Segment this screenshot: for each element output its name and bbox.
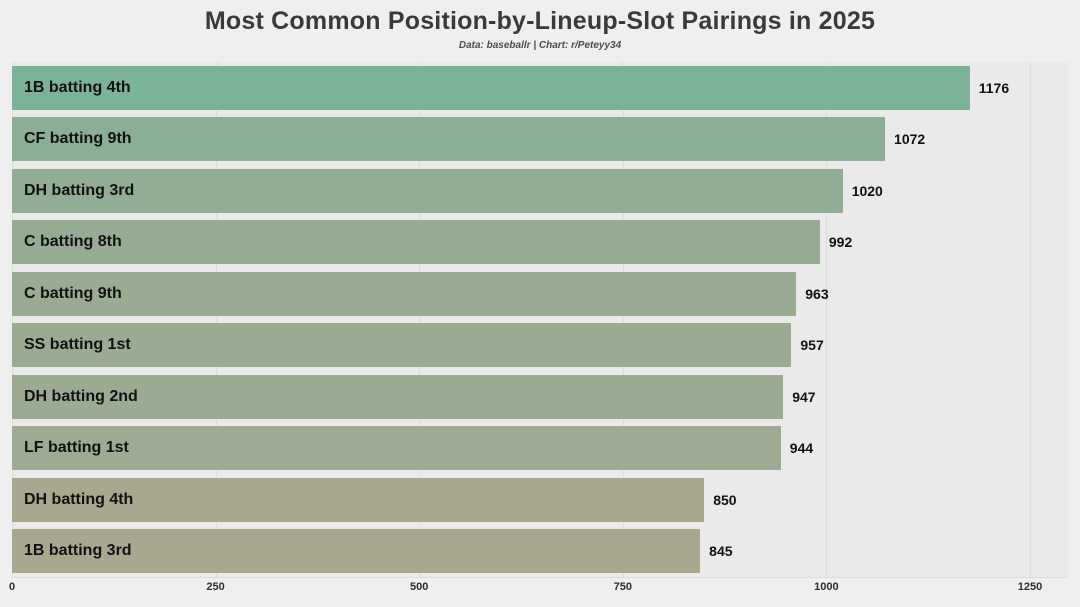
bar-row: CF batting 9th 1072: [12, 114, 1068, 166]
bar-value-label: 850: [713, 491, 737, 508]
bar-row: C batting 9th 963: [12, 268, 1068, 320]
bar-row: C batting 8th 992: [12, 217, 1068, 269]
bar: CF batting 9th: [12, 117, 886, 162]
bar-row: DH batting 3rd 1020: [12, 165, 1068, 217]
bar-row: 1B batting 3rd 845: [12, 526, 1068, 578]
bar-row: DH batting 4th 850: [12, 474, 1068, 526]
x-axis-tick-label: 1000: [814, 581, 839, 593]
bar-value-label: 944: [789, 440, 814, 457]
gridline-1000: [826, 62, 828, 577]
bar-row: SS batting 1st 957: [12, 320, 1068, 372]
bar-category-label: DH batting 2nd: [24, 387, 138, 405]
x-axis-tick-label: 500: [410, 581, 429, 593]
x-axis-tick-label: 0: [8, 581, 16, 593]
bar: C batting 8th: [12, 220, 820, 265]
x-axis: 0 250 500 750 1000 1250: [0, 581, 1080, 599]
bar-value-label: 992: [828, 234, 853, 251]
gridline-500: [419, 62, 421, 577]
bar-value-label: 845: [709, 543, 733, 560]
bar: LF batting 1st: [12, 426, 781, 471]
plot-area: 1B batting 4th 1176 CF batting 9th 1072 DH b…: [12, 62, 1068, 578]
bar: C batting 9th: [12, 271, 797, 316]
bar: DH batting 4th: [12, 477, 705, 522]
bar: DH batting 2nd: [12, 374, 784, 419]
bar: DH batting 3rd: [12, 168, 843, 213]
bar-row: DH batting 2nd 947: [12, 371, 1068, 423]
bar-value-label: 1072: [894, 131, 926, 148]
gridline-1250: [1030, 62, 1031, 577]
bar-category-label: SS batting 1st: [24, 336, 131, 354]
x-axis-tick-label: 1250: [1017, 581, 1043, 593]
bar-category-label: LF batting 1st: [24, 439, 129, 457]
x-axis-tick-label: 750: [613, 581, 632, 593]
bar: 1B batting 4th: [12, 65, 970, 110]
bars-container: 1B batting 4th 1176 CF batting 9th 1072 DH b…: [12, 62, 1068, 577]
chart-subtitle: Data: baseballr | Chart: r/Peteyy34: [458, 40, 622, 51]
bar: SS batting 1st: [12, 323, 792, 368]
gridline-0: [12, 62, 13, 577]
bar-row: LF batting 1st 944: [12, 423, 1068, 475]
chart-title: Most Common Position-by-Lineup-Slot Pair…: [204, 7, 876, 35]
bar-value-label: 947: [792, 388, 816, 405]
bar-value-label: 1020: [851, 182, 883, 199]
bar-category-label: 1B batting 3rd: [24, 542, 132, 560]
bar-category-label: C batting 8th: [24, 233, 122, 251]
bar: 1B batting 3rd: [12, 529, 701, 574]
gridline-250: [215, 62, 217, 577]
bar-row: 1B batting 4th 1176: [12, 62, 1068, 114]
x-axis-tick-label: 250: [206, 581, 225, 593]
bar-category-label: 1B batting 4th: [24, 78, 131, 96]
bar-value-label: 1176: [978, 79, 1010, 96]
gridline-750: [622, 62, 624, 577]
bar-category-label: CF batting 9th: [24, 130, 132, 148]
bar-category-label: C batting 9th: [24, 284, 122, 302]
bar-value-label: 957: [800, 337, 824, 354]
bar-value-label: 963: [805, 285, 829, 302]
bar-category-label: DH batting 4th: [24, 490, 134, 508]
bar-category-label: DH batting 3rd: [24, 181, 135, 199]
